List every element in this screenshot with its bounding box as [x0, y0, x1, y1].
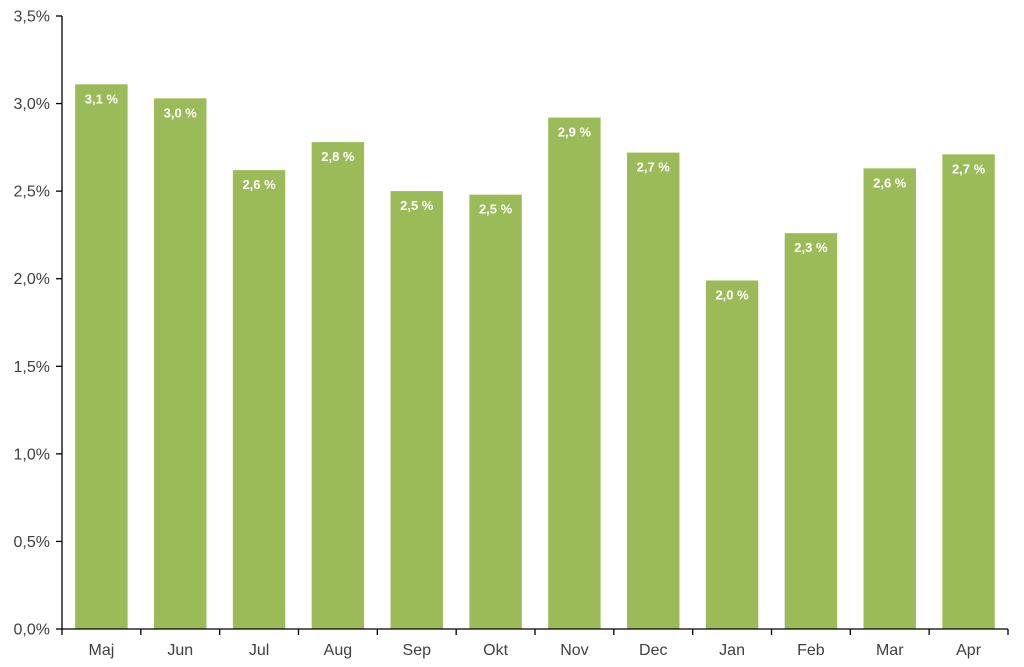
x-tick-label-nov: Nov: [560, 642, 588, 659]
axes-layer: [56, 15, 1009, 635]
bar-dec: [627, 152, 680, 630]
x-tick-label-apr: Apr: [956, 642, 982, 659]
x-tick-label-jun: Jun: [167, 642, 193, 659]
data-label-mar: 2,6 %: [873, 175, 907, 190]
bar-nov: [548, 117, 601, 629]
data-label-okt: 2,5 %: [479, 202, 513, 217]
data-label-sep: 2,5 %: [400, 198, 434, 213]
y-tick-label: 1,5%: [14, 359, 50, 376]
y-tick-label: 1,0%: [14, 446, 50, 463]
x-tick-label-maj: Maj: [89, 642, 115, 659]
data-label-jan: 2,0 %: [715, 287, 749, 302]
data-label-apr: 2,7 %: [952, 161, 986, 176]
data-label-nov: 2,9 %: [558, 125, 592, 140]
x-tick-label-okt: Okt: [483, 642, 508, 659]
data-label-feb: 2,3 %: [794, 240, 828, 255]
bar-jan: [705, 280, 759, 629]
bar-jul: [232, 170, 286, 629]
data-label-dec: 2,7 %: [637, 160, 671, 175]
data-label-maj: 3,1 %: [85, 91, 119, 106]
bar-mar: [863, 168, 916, 629]
y-tick-label: 3,5%: [14, 9, 50, 26]
x-tick-label-dec: Dec: [639, 642, 667, 659]
bar-okt: [469, 194, 522, 629]
bars-layer: [75, 84, 995, 630]
y-tick-label: 0,0%: [14, 622, 50, 639]
bar-jun: [154, 98, 207, 629]
x-tick-label-jul: Jul: [249, 642, 269, 659]
y-tick-label: 2,0%: [14, 271, 50, 288]
bar-aug: [311, 142, 365, 629]
x-tick-label-sep: Sep: [403, 642, 432, 659]
x-tick-label-feb: Feb: [797, 642, 825, 659]
labels-layer: 3,1 % 3,0 % 2,6 % 2,8 % 2,5 % 2,5 % 2,9 % 2,7 %…: [14, 9, 986, 660]
bar-apr: [942, 154, 995, 630]
data-label-aug: 2,8 %: [321, 149, 355, 164]
x-tick-label-jan: Jan: [719, 642, 745, 659]
bar-feb: [784, 233, 838, 629]
data-label-jul: 2,6 %: [242, 177, 276, 192]
y-tick-label: 2,5%: [14, 184, 50, 201]
bar-maj: [75, 84, 128, 629]
x-tick-label-mar: Mar: [876, 642, 904, 659]
y-tick-label: 3,0%: [14, 96, 50, 113]
bar-sep: [390, 191, 443, 629]
y-tick-label: 0,5%: [14, 534, 50, 551]
x-tick-label-aug: Aug: [324, 642, 352, 659]
data-label-jun: 3,0 %: [164, 105, 198, 120]
